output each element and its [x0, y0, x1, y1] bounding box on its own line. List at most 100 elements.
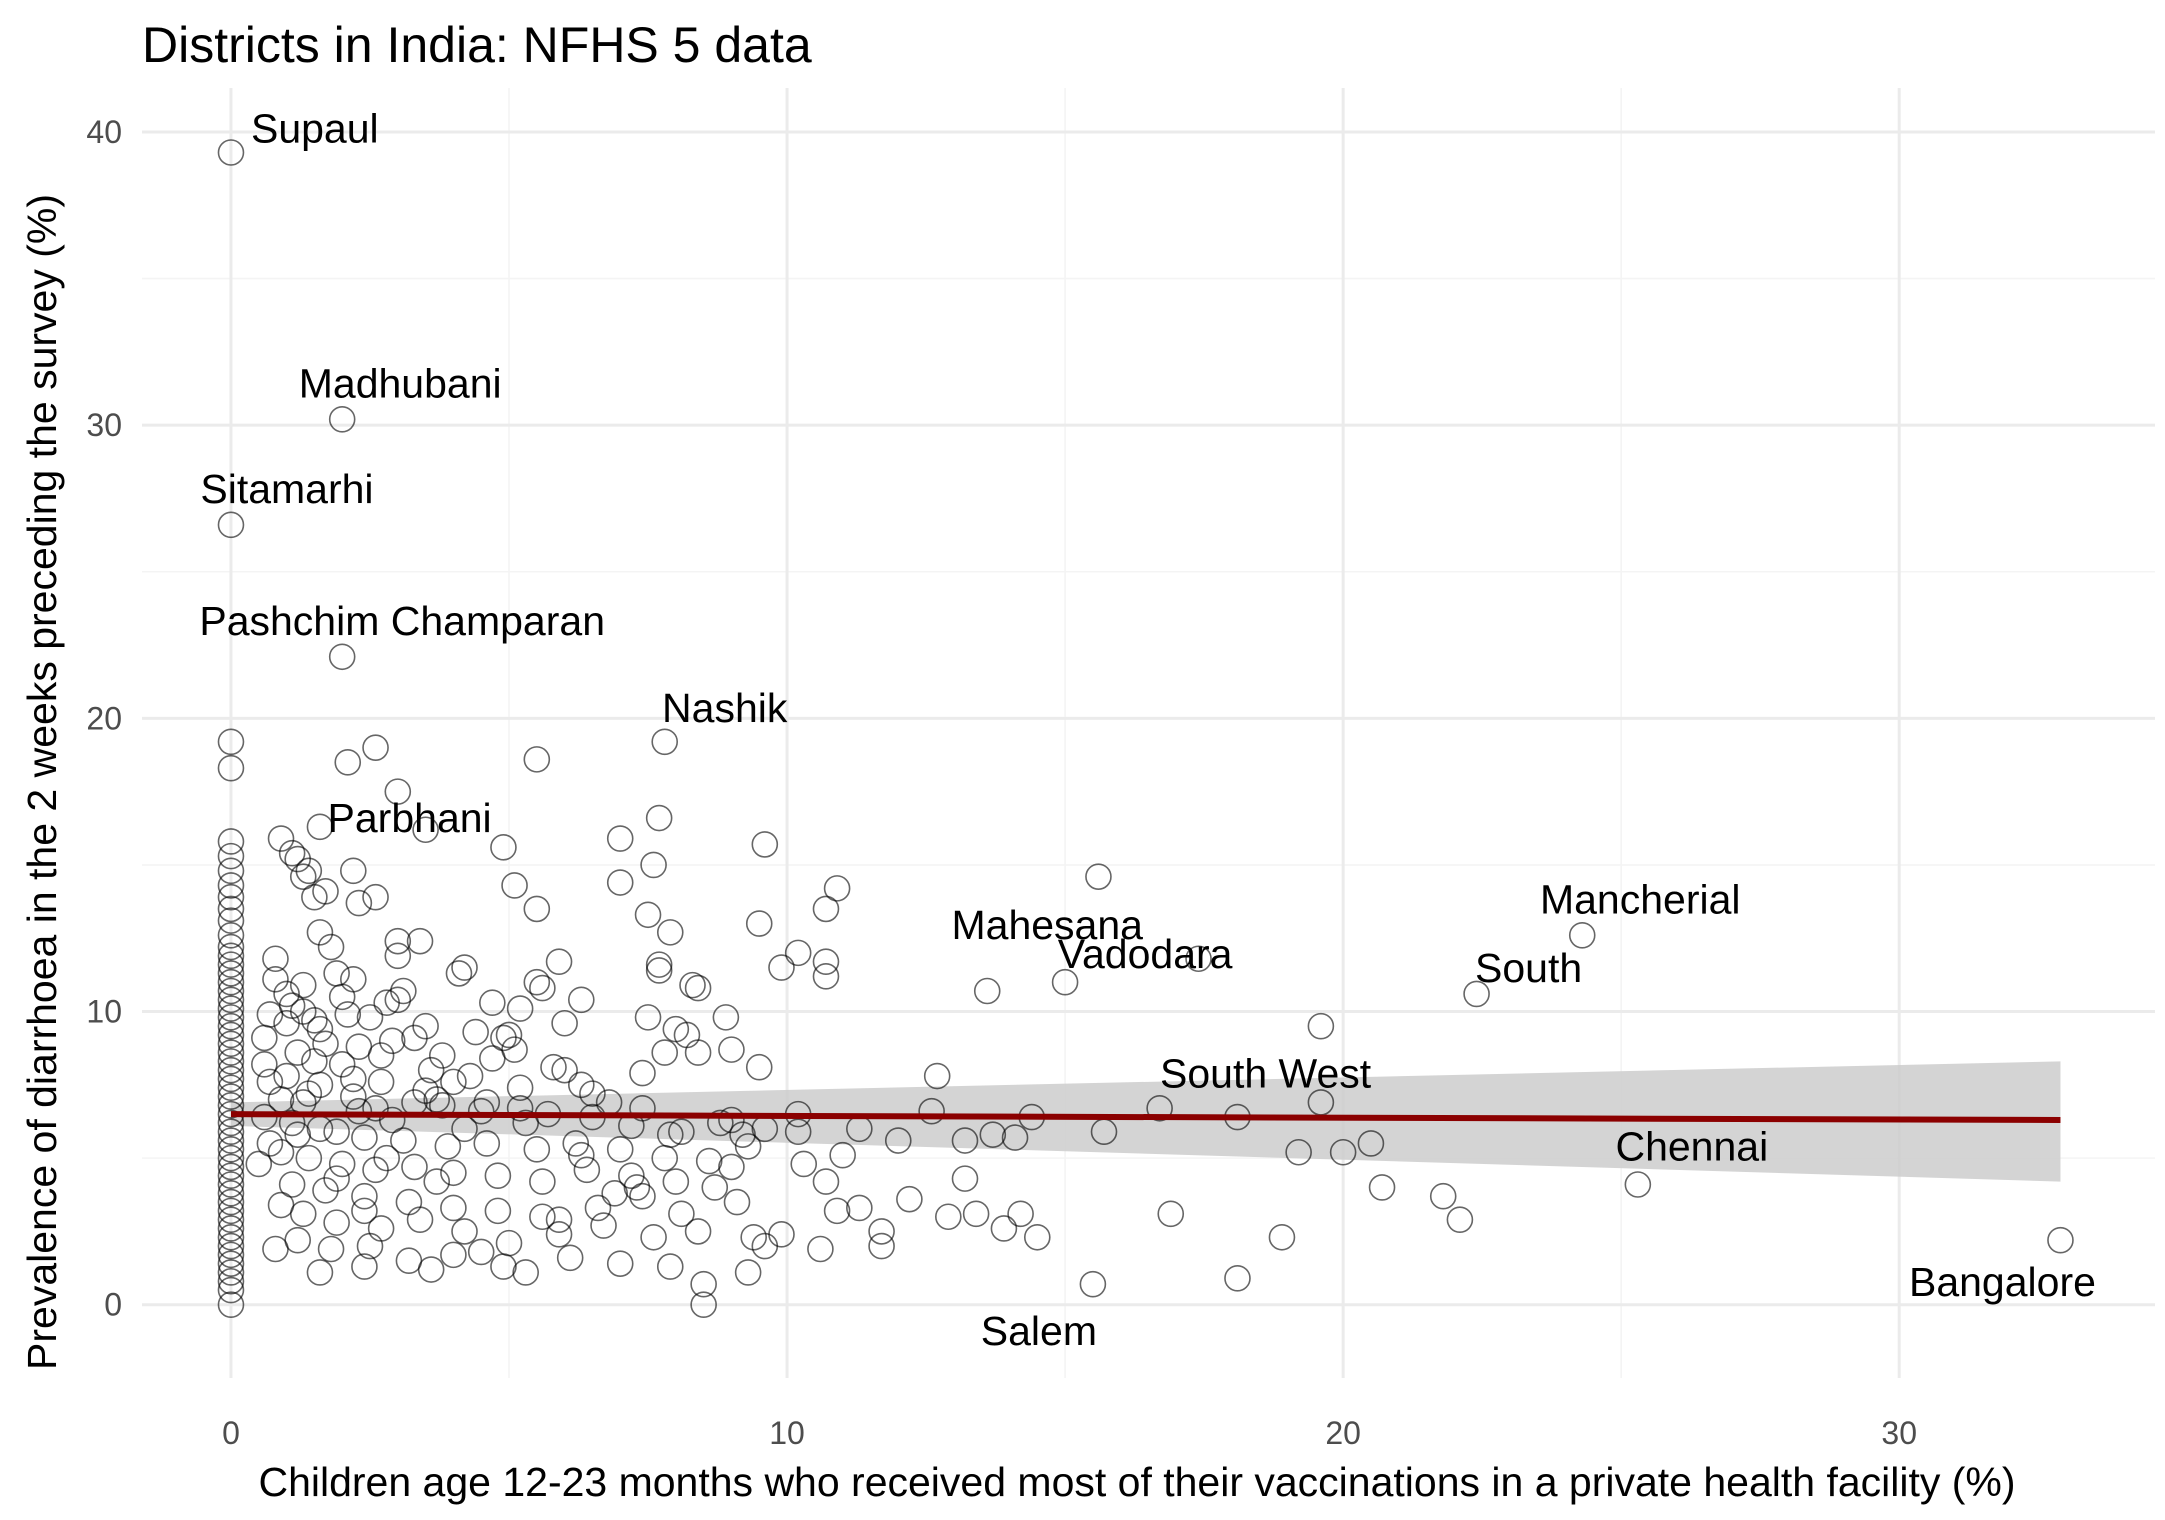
- data-point: [990, 1215, 1018, 1242]
- data-point: [896, 1185, 923, 1213]
- data-point: [884, 1127, 912, 1154]
- data-point: [623, 1174, 651, 1201]
- x-tick-label: 0: [222, 1415, 240, 1451]
- point-label: South West: [1160, 1050, 1372, 1096]
- data-point: [568, 1141, 595, 1169]
- data-point: [668, 1200, 695, 1228]
- data-point: [262, 945, 289, 973]
- data-point: [217, 842, 245, 870]
- data-point: [217, 1153, 245, 1181]
- data-point: [556, 1244, 584, 1272]
- data-point: [217, 1162, 245, 1190]
- data-point: [328, 1050, 356, 1078]
- data-point: [718, 1106, 745, 1134]
- data-point: [217, 1083, 245, 1110]
- data-point: [217, 857, 245, 885]
- data-point: [1446, 1206, 1474, 1233]
- data-point: [217, 883, 245, 911]
- data-point: [751, 831, 779, 858]
- data-point: [217, 1109, 245, 1137]
- data-point: [384, 986, 412, 1014]
- data-point: [217, 960, 245, 987]
- data-point: [345, 889, 373, 917]
- data-point: [406, 927, 434, 955]
- data-point: [217, 1021, 245, 1049]
- data-point: [378, 1106, 406, 1134]
- data-point: [217, 951, 245, 978]
- data-point: [629, 1094, 656, 1122]
- data-point: [584, 1194, 612, 1222]
- data-point: [334, 749, 362, 776]
- data-point: [217, 1030, 245, 1058]
- data-point: [545, 1206, 573, 1233]
- data-point: [740, 1223, 767, 1251]
- data-point: [217, 895, 245, 923]
- data-point: [523, 895, 551, 923]
- data-point: [579, 1080, 606, 1107]
- x-tick-label: 10: [769, 1415, 805, 1451]
- data-point: [812, 1168, 840, 1195]
- data-point: [540, 1053, 567, 1081]
- data-point: [495, 1021, 523, 1049]
- data-point: [1307, 1012, 1335, 1040]
- data-point: [278, 839, 306, 867]
- data-point: [979, 1121, 1007, 1148]
- data-point: [428, 1092, 456, 1119]
- data-point: [768, 954, 795, 981]
- data-point: [812, 963, 840, 990]
- data-point: [1429, 1182, 1457, 1210]
- x-tick-label: 30: [1881, 1415, 1917, 1451]
- data-point: [323, 1209, 350, 1236]
- data-point: [295, 857, 323, 885]
- data-point: [790, 1150, 818, 1178]
- point-label: Chennai: [1615, 1124, 1768, 1170]
- data-point: [701, 1174, 729, 1201]
- data-point: [1224, 1265, 1251, 1292]
- confidence-band: [230, 1061, 2061, 1182]
- data-point: [506, 1094, 534, 1122]
- data-point: [273, 1009, 300, 1037]
- data-point: [1368, 1174, 1396, 1201]
- data-point: [1001, 1124, 1029, 1151]
- data-point: [217, 995, 245, 1022]
- data-point: [601, 1179, 628, 1207]
- data-point: [684, 974, 712, 1002]
- data-point: [256, 1068, 284, 1096]
- data-point: [351, 1182, 378, 1210]
- data-point: [1624, 1171, 1652, 1198]
- y-tick-label: 10: [86, 994, 122, 1030]
- data-point: [367, 1068, 395, 1096]
- data-point: [973, 977, 1001, 1005]
- data-point: [490, 1253, 517, 1280]
- data-point: [1079, 1270, 1107, 1298]
- data-point: [640, 851, 667, 879]
- data-point: [428, 1042, 456, 1069]
- data-point: [951, 1165, 979, 1192]
- regression-line: [230, 1111, 2061, 1123]
- data-point: [490, 834, 517, 861]
- point-label: Mancherial: [1540, 876, 1741, 922]
- data-point: [868, 1232, 895, 1260]
- data-point: [217, 828, 245, 855]
- data-point: [217, 907, 245, 934]
- data-point: [351, 1253, 378, 1280]
- data-point: [656, 1253, 684, 1280]
- data-point: [606, 1136, 634, 1163]
- data-point: [367, 1042, 395, 1069]
- data-point: [668, 1118, 695, 1146]
- data-point: [606, 869, 634, 896]
- data-point: [323, 1118, 350, 1146]
- data-point: [217, 1179, 245, 1207]
- data-point: [506, 995, 534, 1022]
- x-axis-title: Children age 12-23 months who received m…: [258, 1459, 2015, 1505]
- data-point: [440, 1241, 467, 1269]
- data-point: [1329, 1138, 1357, 1166]
- data-point: [217, 942, 245, 970]
- y-tick-label: 30: [86, 407, 122, 443]
- data-point: [217, 1048, 245, 1075]
- data-point: [812, 948, 840, 975]
- data-point: [217, 1223, 245, 1251]
- data-point: [745, 910, 773, 937]
- data-point: [695, 1147, 723, 1175]
- data-point: [251, 1024, 278, 1052]
